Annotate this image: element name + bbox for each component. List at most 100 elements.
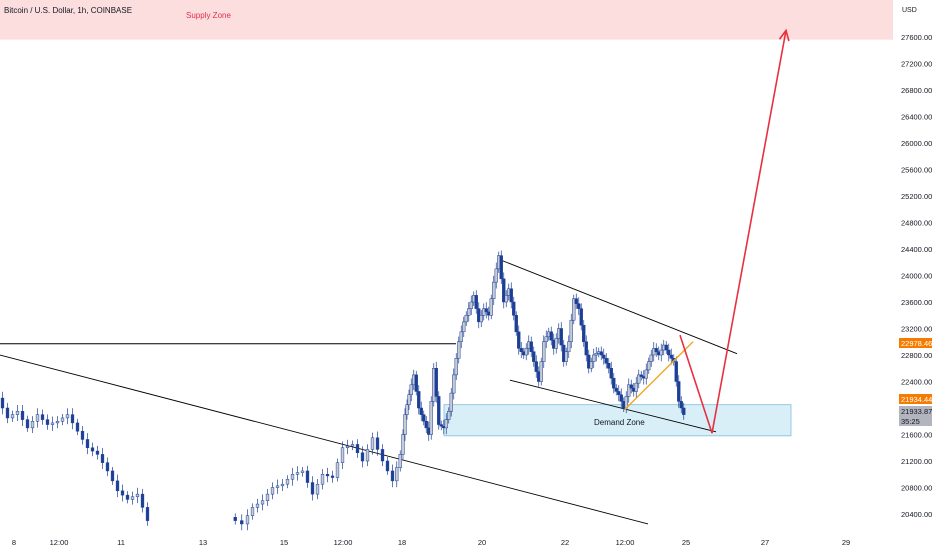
candle xyxy=(275,479,280,494)
candle xyxy=(599,346,603,361)
x-tick-label: 22 xyxy=(561,538,569,547)
candle xyxy=(452,368,456,400)
candle xyxy=(534,355,538,378)
candle xyxy=(270,482,275,500)
candle xyxy=(40,409,45,425)
price-badge-orange: 21934.44 xyxy=(899,394,932,404)
orange-trendline[interactable] xyxy=(624,341,694,410)
channel-lower-line[interactable] xyxy=(509,379,717,433)
candle xyxy=(414,370,418,396)
x-tick-label: 13 xyxy=(199,538,207,547)
candle xyxy=(424,416,428,434)
candle xyxy=(639,370,643,381)
x-tick-label: 20 xyxy=(478,538,486,547)
candle xyxy=(539,357,543,386)
demand-zone-label: Demand Zone xyxy=(594,418,645,427)
x-tick-label: 11 xyxy=(117,538,125,547)
candle xyxy=(462,316,466,337)
candles-layer xyxy=(0,250,686,531)
candle xyxy=(629,379,633,394)
candle xyxy=(360,446,365,468)
supply-zone-label: Supply Zone xyxy=(186,11,231,20)
candle xyxy=(669,348,673,365)
candle xyxy=(135,487,140,504)
candle xyxy=(407,389,411,410)
currency-label: USD xyxy=(902,7,917,14)
candle xyxy=(45,414,50,430)
candle xyxy=(479,310,483,328)
candle xyxy=(403,408,407,441)
candle xyxy=(447,407,451,424)
candle xyxy=(607,358,611,374)
long-trendline[interactable] xyxy=(0,354,649,525)
axis-layer: 20400.0020800.0021200.0021600.0022000.00… xyxy=(12,33,932,547)
candle xyxy=(310,476,315,501)
candle xyxy=(250,503,255,520)
candle xyxy=(395,461,399,488)
y-tick-label: 23200.00 xyxy=(901,325,932,334)
candle xyxy=(529,336,533,357)
x-tick-label: 12:00 xyxy=(50,538,69,547)
channel-upper-line[interactable] xyxy=(497,258,738,355)
x-tick-label: 18 xyxy=(398,538,406,547)
candle xyxy=(125,491,130,504)
y-tick-label: 27600.00 xyxy=(901,33,932,42)
y-tick-label: 27200.00 xyxy=(901,60,932,69)
candle xyxy=(35,408,40,428)
candle xyxy=(130,491,135,505)
candle xyxy=(574,293,578,309)
candle xyxy=(140,488,145,513)
candle xyxy=(240,514,244,531)
candle xyxy=(634,376,638,398)
candle xyxy=(409,378,413,402)
candle xyxy=(569,313,573,349)
candle xyxy=(65,408,70,425)
candle xyxy=(260,494,265,511)
candle xyxy=(644,363,648,385)
candle xyxy=(60,413,65,426)
candle xyxy=(437,391,441,430)
candle xyxy=(105,457,110,477)
candle xyxy=(95,445,100,460)
price-badge-current: 21933.87 xyxy=(899,406,932,416)
y-tick-label: 25600.00 xyxy=(901,166,932,175)
candle xyxy=(474,290,478,314)
candle xyxy=(484,302,488,319)
candle xyxy=(674,356,678,387)
candle xyxy=(335,458,340,482)
candle xyxy=(494,262,498,289)
candle xyxy=(422,410,426,426)
candle xyxy=(55,416,60,429)
candle xyxy=(419,401,423,421)
candle xyxy=(25,415,30,432)
y-tick-label: 23600.00 xyxy=(901,298,932,307)
y-tick-label: 24800.00 xyxy=(901,219,932,228)
chart-title: Bitcoin / U.S. Dollar, 1h, COINBASE xyxy=(4,6,132,15)
candle xyxy=(305,465,310,488)
candle xyxy=(512,296,516,321)
projection-path[interactable] xyxy=(679,30,787,434)
candle xyxy=(637,369,641,389)
y-tick-label: 22400.00 xyxy=(901,378,932,387)
supply-zone xyxy=(0,0,893,40)
candle xyxy=(70,408,75,430)
price-badge-high: 22978.46 xyxy=(899,338,932,348)
y-tick-label: 24000.00 xyxy=(901,272,932,281)
candle xyxy=(439,420,443,431)
y-tick-label: 22800.00 xyxy=(901,351,932,360)
candle xyxy=(467,302,471,322)
projection-arrow-head xyxy=(778,28,790,42)
candle xyxy=(300,466,305,477)
candle xyxy=(265,488,270,506)
annotation-lines-layer xyxy=(0,258,738,525)
candle xyxy=(459,325,463,349)
svg-text:21934.44: 21934.44 xyxy=(901,395,932,404)
candle xyxy=(514,311,518,336)
candle xyxy=(100,448,105,470)
candle xyxy=(604,353,608,369)
candle xyxy=(454,353,458,381)
candle xyxy=(320,469,325,490)
candle xyxy=(554,333,558,354)
